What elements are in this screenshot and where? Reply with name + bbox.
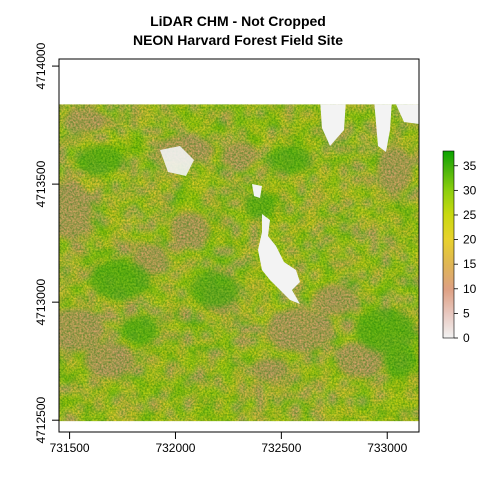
colorbar-tick-label: 0 xyxy=(463,331,470,345)
no-data-area xyxy=(320,104,346,146)
colorbar-ticks: 0 5 10 15 20 25 30 35 xyxy=(454,159,477,345)
chart-title: LiDAR CHM - Not Cropped xyxy=(150,13,326,29)
x-tick-label: 731500 xyxy=(50,441,90,455)
plot-frame xyxy=(58,58,420,433)
y-tick-label: 4713500 xyxy=(34,160,48,207)
x-tick-label: 732500 xyxy=(261,441,301,455)
colorbar-tick-label: 20 xyxy=(463,233,477,247)
chm-raster xyxy=(59,104,419,422)
no-data-area xyxy=(374,104,392,152)
colorbar-tick-label: 5 xyxy=(463,306,470,320)
y-tick-label: 4713000 xyxy=(34,278,48,325)
x-axis: 731500 732000 732500 733000 xyxy=(50,432,408,455)
colorbar-tick-label: 15 xyxy=(463,257,477,271)
x-tick-label: 733000 xyxy=(367,441,407,455)
y-axis: 4712500 4713000 4713500 4714000 xyxy=(34,42,59,444)
chart-subtitle: NEON Harvard Forest Field Site xyxy=(133,32,343,48)
no-data-areas xyxy=(160,104,419,304)
no-data-area xyxy=(252,184,262,198)
y-tick-label: 4714000 xyxy=(34,42,48,89)
no-data-area xyxy=(258,214,300,304)
colorbar-gradient xyxy=(442,150,455,339)
x-tick-label: 732000 xyxy=(155,441,195,455)
no-data-area xyxy=(160,146,194,176)
colorbar-tick-label: 10 xyxy=(463,282,477,296)
colorbar-legend: 0 5 10 15 20 25 30 35 xyxy=(442,150,477,345)
y-tick-label: 4712500 xyxy=(34,397,48,444)
colorbar-tick-label: 35 xyxy=(463,159,477,173)
colorbar-tick-label: 30 xyxy=(463,183,477,197)
raster-texture xyxy=(59,104,419,422)
no-data-area xyxy=(395,104,419,124)
colorbar-tick-label: 25 xyxy=(463,208,477,222)
